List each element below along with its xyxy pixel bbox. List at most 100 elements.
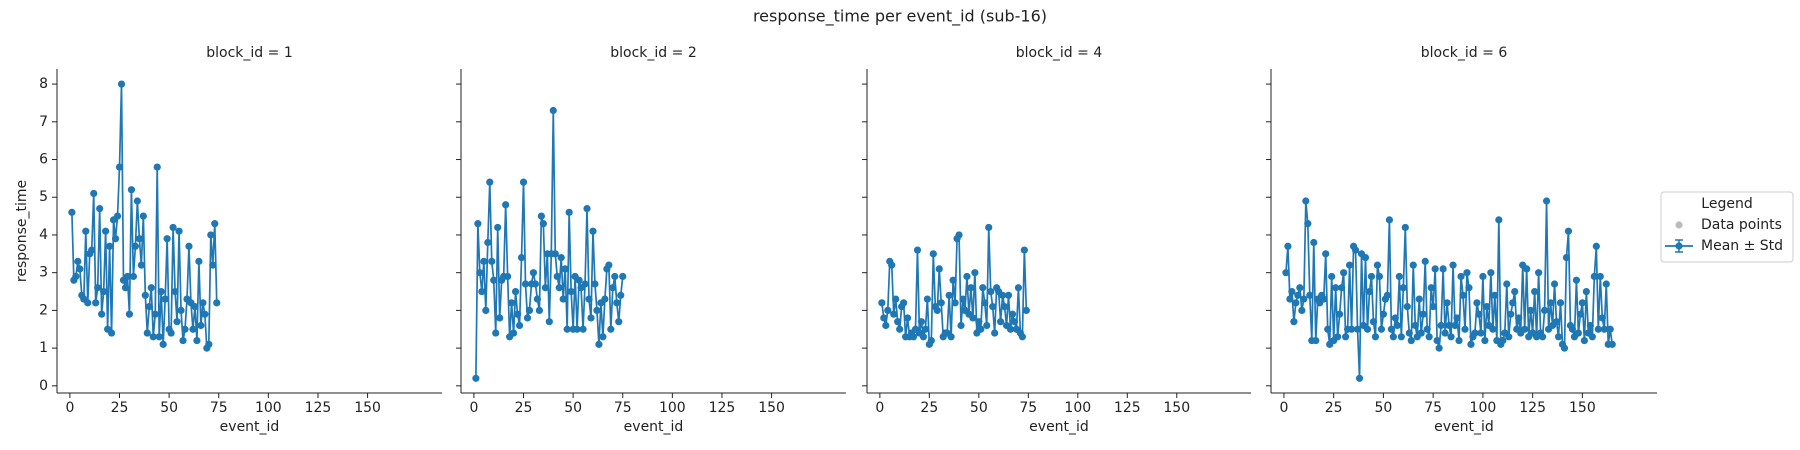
data-point — [508, 299, 516, 307]
y-tick-label: 2 — [39, 302, 48, 318]
data-point — [476, 269, 484, 277]
data-point — [1477, 329, 1485, 337]
data-point — [1596, 272, 1604, 281]
data-point — [133, 197, 141, 205]
data-point — [486, 178, 494, 186]
data-point — [1373, 261, 1382, 269]
data-point — [1351, 246, 1360, 254]
data-point — [96, 204, 104, 213]
data-point — [599, 333, 607, 341]
data-point — [529, 269, 538, 277]
x-tick-label: 125 — [305, 400, 332, 416]
data-point — [1574, 329, 1583, 337]
legend-label: Data points — [1701, 217, 1782, 233]
panel-title: block_id = 6 — [1421, 45, 1508, 61]
data-point — [82, 227, 90, 235]
data-point — [139, 212, 147, 220]
data-point — [567, 287, 575, 296]
data-point — [921, 325, 929, 333]
data-point — [607, 325, 615, 333]
x-tick-label: 50 — [1375, 400, 1393, 416]
data-point — [983, 321, 991, 330]
data-point — [585, 295, 593, 303]
data-point — [1008, 310, 1017, 318]
data-point — [1405, 329, 1413, 337]
data-point — [549, 106, 557, 115]
data-point — [1546, 299, 1555, 307]
data-point — [1562, 253, 1571, 262]
data-point — [494, 223, 502, 232]
x-tick-label: 50 — [564, 400, 582, 416]
data-point — [1324, 325, 1332, 333]
data-point — [1461, 325, 1469, 333]
data-point — [1298, 306, 1306, 314]
data-point — [105, 242, 114, 250]
data-point — [900, 299, 908, 307]
data-point — [1022, 306, 1030, 314]
data-point — [935, 265, 943, 273]
data-point — [123, 272, 132, 281]
data-point — [1586, 321, 1594, 330]
data-point — [1000, 303, 1009, 311]
data-point — [1010, 318, 1019, 326]
data-point — [1542, 197, 1551, 205]
data-point — [1435, 344, 1443, 352]
data-point — [1515, 314, 1523, 322]
data-point — [121, 284, 130, 292]
data-point — [1427, 284, 1435, 292]
data-point — [987, 287, 995, 296]
x-tick-label: 100 — [255, 400, 282, 416]
data-point — [1338, 284, 1346, 292]
data-point — [1481, 336, 1489, 345]
data-point — [1580, 336, 1588, 345]
data-point — [903, 314, 912, 322]
data-point — [480, 257, 488, 265]
data-point — [1463, 269, 1471, 277]
data-point — [1425, 333, 1433, 341]
data-point — [1578, 299, 1586, 307]
y-axis-label: response_time — [14, 180, 30, 282]
x-axis-label: event_id — [1434, 419, 1494, 435]
data-point — [153, 163, 161, 171]
data-point — [882, 321, 890, 330]
data-point — [1334, 333, 1342, 341]
data-point — [1521, 325, 1529, 333]
data-point — [492, 329, 500, 337]
data-point — [76, 265, 84, 273]
x-axis-label: event_id — [1029, 419, 1089, 435]
data-point — [1431, 265, 1439, 273]
data-point — [1347, 325, 1356, 333]
data-point — [177, 306, 185, 314]
data-point — [1365, 287, 1374, 296]
data-point — [191, 303, 199, 311]
data-point — [969, 314, 977, 322]
y-tick-label: 8 — [39, 76, 48, 92]
data-point — [1509, 299, 1517, 307]
data-point — [619, 272, 627, 281]
data-point — [209, 261, 217, 269]
data-point — [1306, 291, 1314, 299]
data-point — [601, 295, 609, 303]
data-point — [575, 276, 583, 284]
data-point — [1451, 321, 1459, 330]
data-point — [1004, 291, 1013, 299]
data-point — [617, 291, 625, 299]
data-point — [1340, 269, 1348, 277]
data-point — [593, 306, 601, 314]
data-point — [1399, 284, 1407, 292]
y-tick-label: 5 — [39, 189, 48, 205]
data-point — [917, 318, 926, 326]
data-point — [919, 333, 928, 341]
data-point — [1328, 272, 1336, 281]
data-point — [1417, 329, 1425, 337]
data-point — [1441, 329, 1449, 337]
data-point — [1409, 261, 1417, 269]
data-point — [1564, 227, 1573, 235]
legend-marker — [1675, 242, 1683, 250]
data-point — [559, 295, 567, 303]
y-tick-label: 6 — [39, 152, 48, 168]
data-point — [111, 235, 120, 243]
data-point — [513, 310, 522, 318]
data-point — [155, 333, 163, 341]
data-point — [997, 318, 1005, 326]
